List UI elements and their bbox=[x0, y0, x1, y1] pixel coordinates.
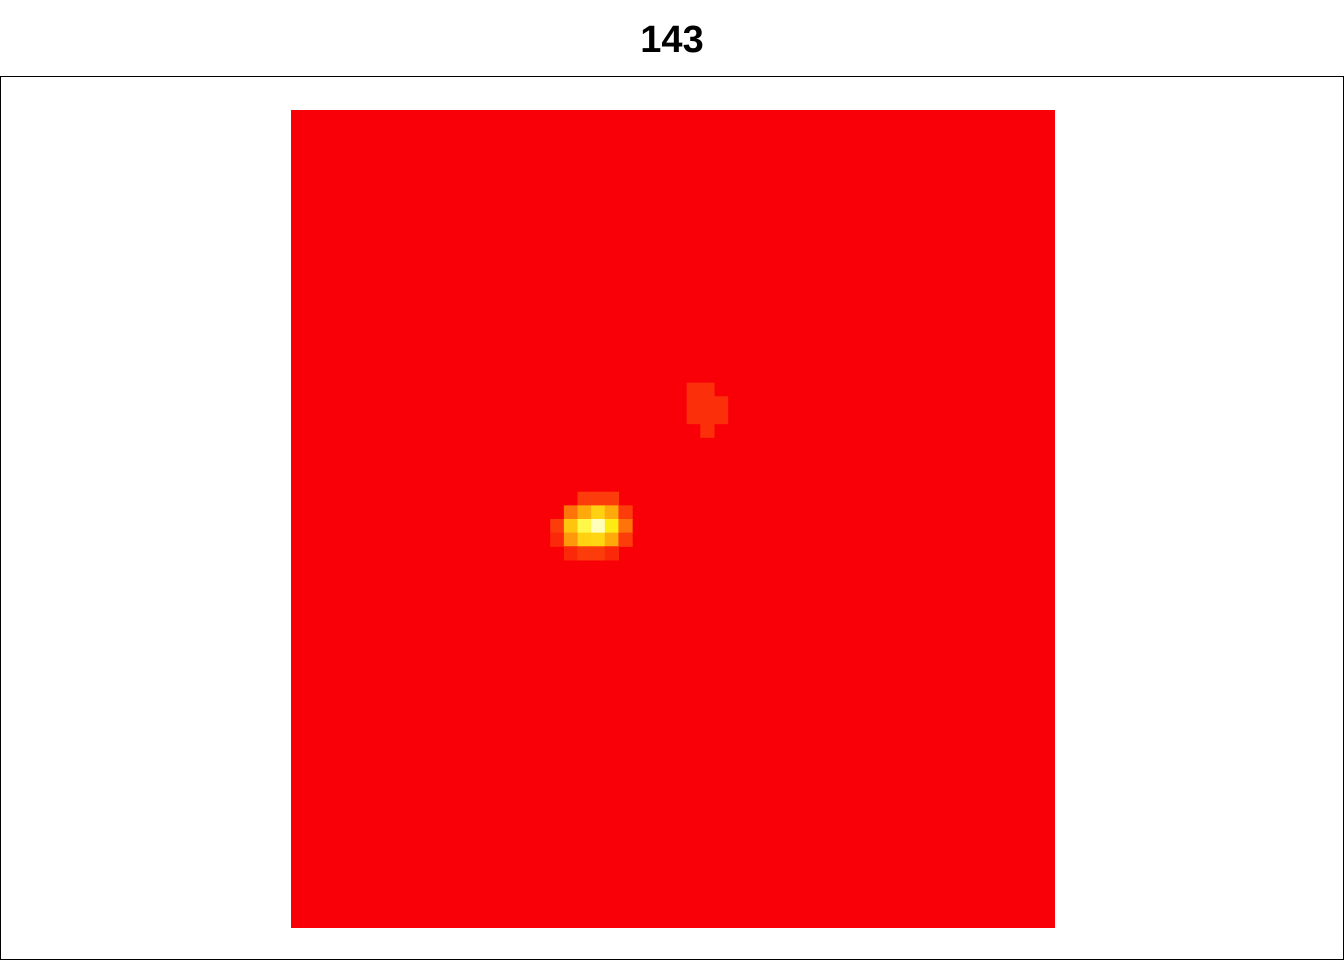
heatmap-cell bbox=[686, 396, 701, 411]
page-title: 143 bbox=[640, 19, 704, 61]
heatmap-cell bbox=[686, 382, 701, 397]
heatmap-cell bbox=[563, 505, 579, 520]
heatmap-cell bbox=[618, 532, 633, 547]
heatmap-cell bbox=[713, 409, 729, 425]
heatmap-cell bbox=[591, 532, 606, 547]
heatmap-cell bbox=[577, 532, 592, 547]
heatmap-cell bbox=[700, 409, 715, 425]
heatmap-cell bbox=[591, 546, 606, 561]
heatmap-cell bbox=[604, 519, 620, 534]
heatmap bbox=[291, 110, 1055, 928]
heatmap-cell bbox=[563, 519, 579, 534]
heatmap-cell bbox=[604, 532, 620, 547]
heatmap-cell bbox=[591, 519, 606, 534]
heatmap-cell bbox=[713, 396, 729, 411]
heatmap-cell bbox=[604, 505, 620, 520]
heatmap-cell bbox=[591, 505, 606, 520]
heatmap-cell bbox=[700, 423, 715, 438]
heatmap-cell bbox=[604, 491, 620, 506]
heatmap-background bbox=[291, 110, 1055, 928]
heatmap-cell bbox=[577, 491, 592, 506]
heatmap-cell bbox=[700, 382, 715, 397]
heatmap-cell bbox=[700, 396, 715, 411]
heatmap-cell bbox=[577, 546, 592, 561]
heatmap-cell bbox=[563, 532, 579, 547]
heatmap-cell bbox=[618, 505, 633, 520]
plot-frame bbox=[0, 76, 1344, 960]
heatmap-cell bbox=[591, 491, 606, 506]
heatmap-cell bbox=[577, 519, 592, 534]
heatmap-cell bbox=[563, 546, 579, 561]
heatmap-cell bbox=[618, 519, 633, 534]
heatmap-cell bbox=[686, 409, 701, 425]
heatmap-cell bbox=[550, 519, 565, 534]
heatmap-cell bbox=[577, 505, 592, 520]
heatmap-cell bbox=[550, 532, 565, 547]
heatmap-cell bbox=[604, 546, 620, 561]
